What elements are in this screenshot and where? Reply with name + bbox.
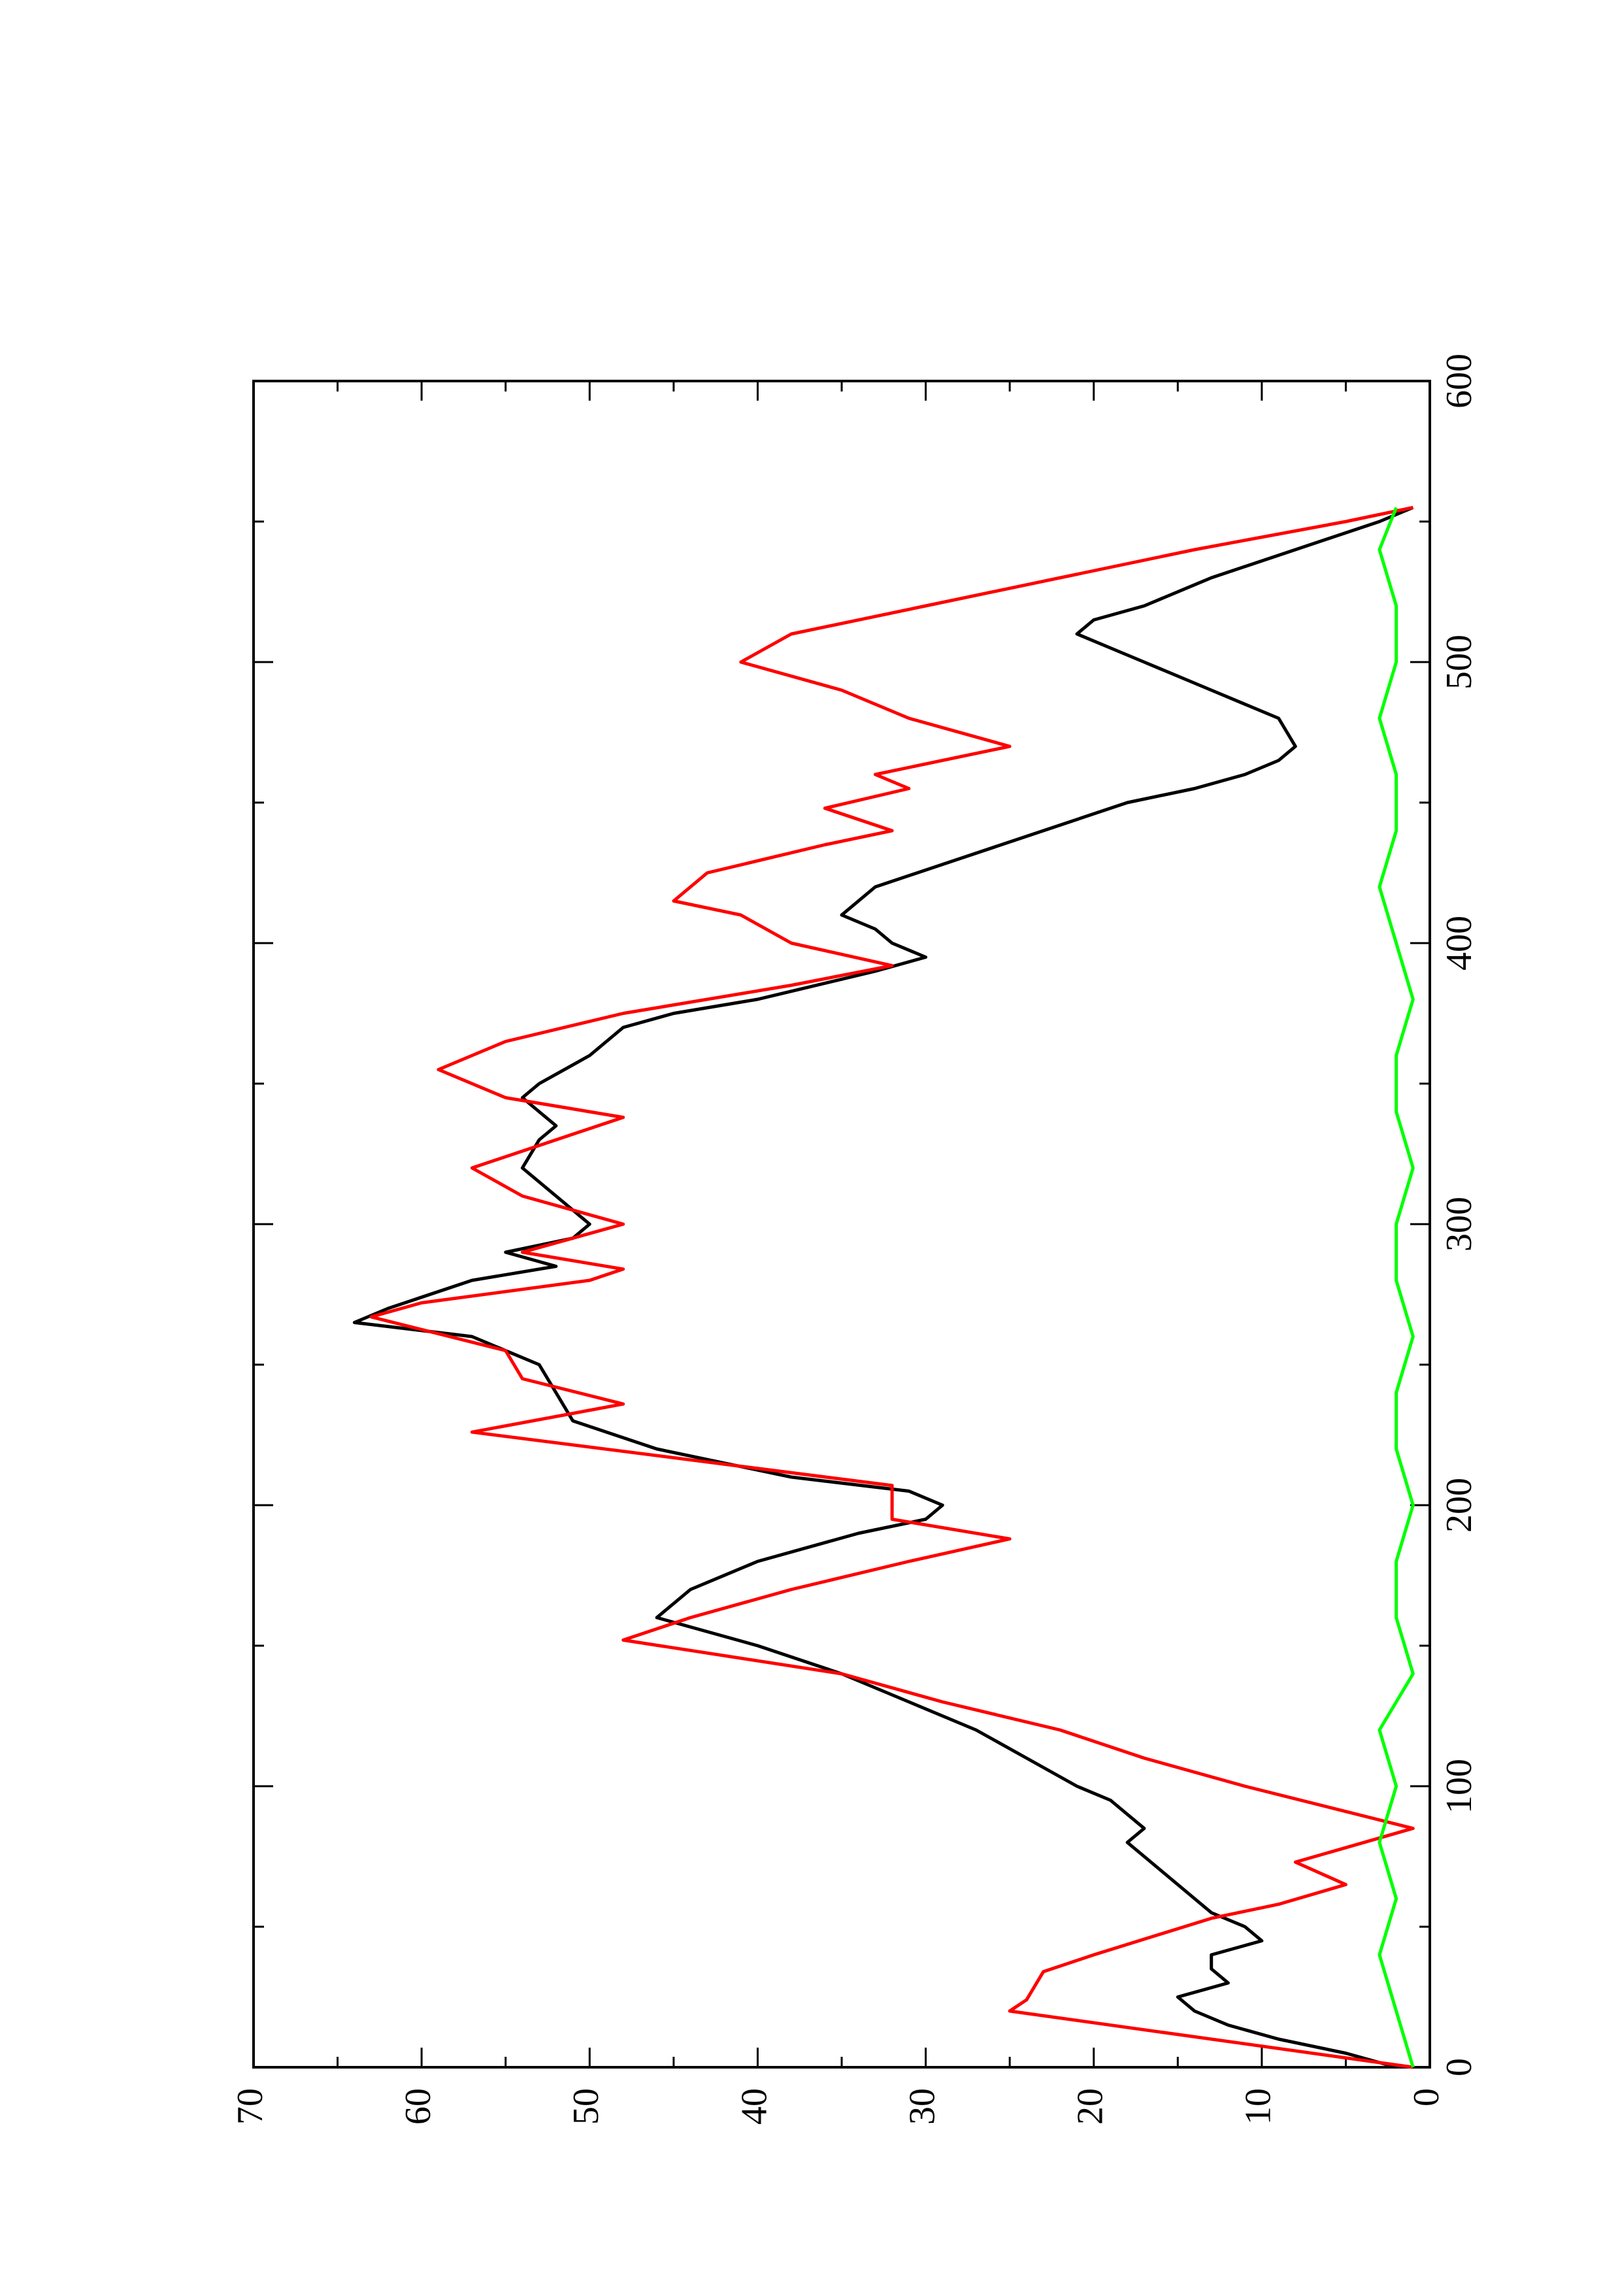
y-tick-label-30: 30 xyxy=(902,2088,942,2125)
x-tick-label-600: 600 xyxy=(1439,354,1479,408)
plot-frame xyxy=(252,380,1431,2069)
x-tick-label-100: 100 xyxy=(1439,1759,1479,1814)
y-tick-label-20: 20 xyxy=(1070,2088,1111,2125)
series-line-2 xyxy=(1378,507,1415,2068)
x-tick-label-0: 0 xyxy=(1439,2058,1479,2076)
series-layer xyxy=(352,506,1415,2069)
y-tick-label-60: 60 xyxy=(398,2088,438,2125)
y-tick-label-0: 0 xyxy=(1406,2088,1447,2106)
x-tick-label-200: 200 xyxy=(1439,1478,1479,1533)
series-line-1 xyxy=(369,506,1415,2069)
y-tick-label-50: 50 xyxy=(566,2088,606,2125)
x-tick-label-300: 300 xyxy=(1439,1197,1479,1252)
series-line-0 xyxy=(352,506,1414,2069)
x-tick-label-400: 400 xyxy=(1439,916,1479,971)
y-tick-label-40: 40 xyxy=(734,2088,774,2125)
y-tick-label-10: 10 xyxy=(1238,2088,1279,2125)
ticks xyxy=(252,380,1431,2069)
x-tick-label-500: 500 xyxy=(1439,635,1479,690)
y-tick-label-70: 70 xyxy=(230,2088,271,2125)
tick-labels: 0 100 200 300 400 500 600 0 10 20 30 40 50 60 70 xyxy=(230,354,1479,2125)
